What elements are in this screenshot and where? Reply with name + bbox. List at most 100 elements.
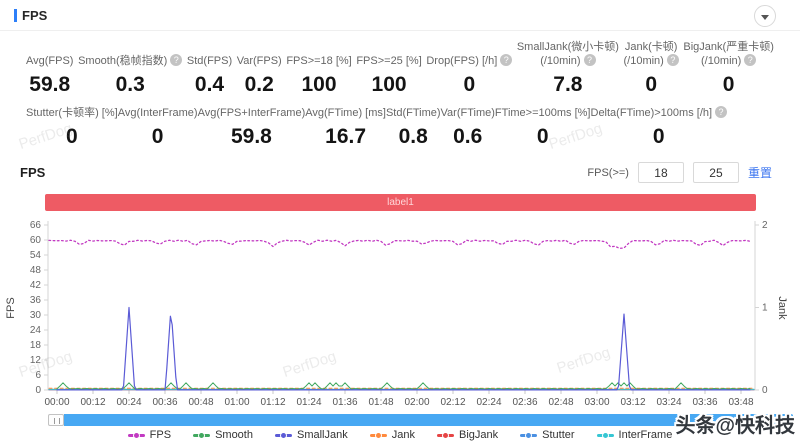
help-icon[interactable]: ? <box>715 106 728 118</box>
svg-text:03:36: 03:36 <box>692 397 717 408</box>
fps-threshold-input-1[interactable] <box>637 162 684 183</box>
chart-label-banner-text: label1 <box>387 197 414 208</box>
legend-label: InterFrame <box>618 429 673 441</box>
stat-avg-fps: Avg(FPS) 59.8 <box>26 55 74 96</box>
stat-var-ftime: Var(FTime) 0.6 <box>440 107 495 148</box>
svg-text:00:36: 00:36 <box>152 397 177 408</box>
svg-text:00:00: 00:00 <box>44 397 69 408</box>
stat-jank: Jank(卡顿) (/10min)? 0 <box>623 41 679 96</box>
chart-scrollbar[interactable] <box>48 414 793 426</box>
scrollbar-left-handle[interactable] <box>48 414 64 426</box>
stat-fps-ge18: FPS>=18 [%] 100 <box>286 55 352 96</box>
legend-item-jank[interactable]: Jank <box>369 429 415 441</box>
svg-text:54: 54 <box>30 250 42 261</box>
svg-text:18: 18 <box>30 340 42 351</box>
svg-text:66: 66 <box>30 220 42 231</box>
legend-marker <box>596 431 614 439</box>
legend-item-bigjank[interactable]: BigJank <box>436 429 499 441</box>
chart-section-title: FPS <box>20 165 46 180</box>
svg-text:12: 12 <box>30 355 42 366</box>
svg-text:0: 0 <box>762 385 768 396</box>
chart-legend: FPS Smooth SmallJank Jank BigJank Stutter Inte… <box>0 429 800 441</box>
legend-label: Stutter <box>542 429 575 441</box>
svg-text:01:36: 01:36 <box>332 397 357 408</box>
stat-var-fps: Var(FPS) 0.2 <box>236 55 282 96</box>
svg-text:03:24: 03:24 <box>656 397 681 408</box>
svg-text:1: 1 <box>762 303 768 314</box>
svg-text:Jank: Jank <box>776 296 788 320</box>
stat-avg-fps-interframe: Avg(FPS+InterFrame) 59.8 <box>197 107 306 148</box>
stats-row-2: Stutter(卡顿率) [%] 0 Avg(InterFrame) 0 Avg… <box>0 106 800 149</box>
legend-item-smooth[interactable]: Smooth <box>193 429 253 441</box>
legend-label: FPS <box>149 429 172 441</box>
help-icon[interactable]: ? <box>583 54 596 66</box>
legend-label: SmallJank <box>296 429 348 441</box>
stat-std-fps: Std(FPS) 0.4 <box>186 55 233 96</box>
stat-avg-interframe: Avg(InterFrame) 0 <box>117 107 198 148</box>
chart-label-banner: label1 <box>45 194 756 211</box>
help-icon[interactable]: ? <box>170 54 183 66</box>
svg-text:02:48: 02:48 <box>548 397 573 408</box>
legend-item-interframe[interactable]: InterFrame <box>596 429 673 441</box>
stat-fps-ge25: FPS>=25 [%] 100 <box>356 55 422 96</box>
legend-label: Smooth <box>215 429 253 441</box>
toutiao-watermark: 头条@快科技 <box>675 415 795 437</box>
legend-item-fps[interactable]: FPS <box>127 429 172 441</box>
legend-marker <box>436 431 454 439</box>
svg-text:0: 0 <box>35 385 41 396</box>
svg-text:30: 30 <box>30 310 42 321</box>
svg-text:00:24: 00:24 <box>116 397 141 408</box>
scrollbar-fill[interactable] <box>64 414 793 426</box>
help-icon[interactable]: ? <box>500 54 513 66</box>
svg-text:03:48: 03:48 <box>728 397 753 408</box>
stat-ftime-ge100: FTime>=100ms [%] 0 <box>494 107 591 148</box>
legend-marker <box>274 431 292 439</box>
page-title-text: FPS <box>22 8 48 23</box>
svg-text:01:12: 01:12 <box>260 397 285 408</box>
stat-smalljank: SmallJank(微小卡顿) (/10min)? 7.8 <box>516 41 619 96</box>
legend-item-stutter[interactable]: Stutter <box>520 429 575 441</box>
svg-text:03:12: 03:12 <box>620 397 645 408</box>
stat-avg-ftime: Avg(FTime) [ms] 16.7 <box>305 107 386 148</box>
stat-delta-ftime: Delta(FTime)>100ms [/h]? 0 <box>591 106 728 149</box>
stats-row-1: Avg(FPS) 59.8 Smooth(稳帧指数)? 0.3 Std(FPS)… <box>0 40 800 97</box>
legend-label: Jank <box>391 429 415 441</box>
legend-label: BigJank <box>458 429 499 441</box>
page-title: FPS <box>14 8 47 23</box>
legend-marker <box>193 431 211 439</box>
svg-text:03:00: 03:00 <box>584 397 609 408</box>
header-divider <box>0 30 800 31</box>
stat-smooth: Smooth(稳帧指数)? 0.3 <box>78 54 183 97</box>
svg-text:60: 60 <box>30 235 42 246</box>
svg-text:01:24: 01:24 <box>296 397 321 408</box>
legend-item-smalljank[interactable]: SmallJank <box>274 429 348 441</box>
legend-marker <box>127 431 145 439</box>
help-icon[interactable]: ? <box>666 54 679 66</box>
svg-text:00:48: 00:48 <box>188 397 213 408</box>
collapse-button[interactable] <box>754 5 776 27</box>
svg-text:6: 6 <box>35 370 41 381</box>
title-accent-bar <box>14 9 17 22</box>
legend-marker <box>520 431 538 439</box>
svg-text:02:12: 02:12 <box>440 397 465 408</box>
chevron-down-icon <box>761 15 769 20</box>
stat-stutter: Stutter(卡顿率) [%] 0 <box>26 107 118 148</box>
svg-text:42: 42 <box>30 280 42 291</box>
fps-threshold-input-2[interactable] <box>692 162 739 183</box>
stat-std-ftime: Std(FTime) 0.8 <box>385 107 441 148</box>
svg-text:01:48: 01:48 <box>368 397 393 408</box>
reset-link[interactable]: 重置 <box>747 166 772 180</box>
stat-bigjank: BigJank(严重卡顿) (/10min)? 0 <box>683 41 774 96</box>
stat-drop-fps: Drop(FPS) [/h]? 0 <box>426 54 513 97</box>
svg-text:24: 24 <box>30 325 42 336</box>
svg-text:FPS: FPS <box>5 297 17 318</box>
svg-text:02:36: 02:36 <box>512 397 537 408</box>
svg-text:36: 36 <box>30 295 42 306</box>
help-icon[interactable]: ? <box>744 54 757 66</box>
fps-threshold-filter: FPS(>=) 重置 <box>587 162 772 183</box>
svg-text:02:24: 02:24 <box>476 397 501 408</box>
svg-text:2: 2 <box>762 220 768 231</box>
legend-marker <box>369 431 387 439</box>
